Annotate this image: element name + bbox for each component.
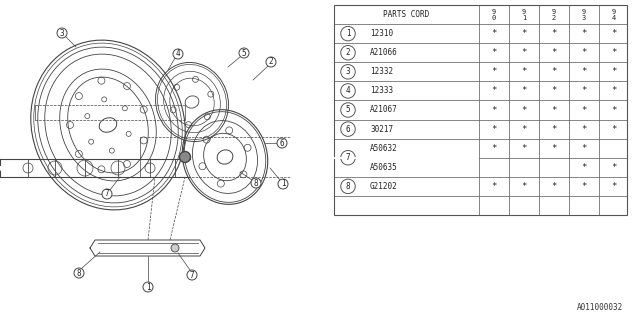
Text: A011000032: A011000032 [577, 303, 623, 312]
Text: *: * [492, 67, 497, 76]
Circle shape [74, 268, 84, 278]
Text: 7: 7 [105, 189, 109, 198]
Circle shape [340, 103, 355, 117]
Text: *: * [551, 124, 557, 133]
Circle shape [266, 57, 276, 67]
Text: *: * [492, 106, 497, 115]
Text: 9
2: 9 2 [552, 9, 556, 20]
Text: *: * [522, 124, 527, 133]
Text: *: * [522, 144, 527, 153]
Text: *: * [522, 29, 527, 38]
Text: *: * [522, 182, 527, 191]
Text: PARTS CORD: PARTS CORD [383, 10, 429, 19]
Polygon shape [90, 240, 205, 256]
Text: *: * [492, 29, 497, 38]
Circle shape [187, 270, 197, 280]
Text: *: * [522, 67, 527, 76]
Text: *: * [492, 48, 497, 57]
Text: 8: 8 [77, 268, 81, 277]
Circle shape [340, 150, 355, 165]
Text: *: * [611, 67, 617, 76]
Text: *: * [611, 163, 617, 172]
Text: *: * [581, 163, 587, 172]
Circle shape [277, 138, 287, 148]
Circle shape [340, 84, 355, 98]
Text: *: * [522, 86, 527, 95]
Text: *: * [551, 67, 557, 76]
Circle shape [179, 151, 191, 163]
Text: *: * [522, 48, 527, 57]
Circle shape [340, 65, 355, 79]
Text: *: * [492, 124, 497, 133]
Circle shape [340, 179, 355, 194]
Text: *: * [492, 182, 497, 191]
Text: 9
3: 9 3 [582, 9, 586, 20]
Text: 2: 2 [346, 48, 350, 57]
Text: *: * [611, 48, 617, 57]
Circle shape [239, 48, 249, 58]
Circle shape [340, 26, 355, 41]
Text: 8: 8 [346, 182, 350, 191]
Bar [334, 5, 627, 215]
Text: *: * [551, 86, 557, 95]
Text: 12310: 12310 [370, 29, 393, 38]
Text: *: * [581, 124, 587, 133]
Text: A50632: A50632 [370, 144, 398, 153]
Text: *: * [551, 48, 557, 57]
Text: 4: 4 [346, 86, 350, 95]
Text: 9
4: 9 4 [612, 9, 616, 20]
Text: 1: 1 [346, 29, 350, 38]
Text: *: * [551, 106, 557, 115]
Text: 3: 3 [346, 67, 350, 76]
Text: 8: 8 [253, 179, 259, 188]
Circle shape [340, 122, 355, 136]
Text: *: * [492, 86, 497, 95]
Text: *: * [581, 48, 587, 57]
Text: 7: 7 [189, 270, 195, 279]
Text: *: * [581, 67, 587, 76]
Circle shape [171, 244, 179, 252]
Text: 9
1: 9 1 [522, 9, 526, 20]
Text: *: * [581, 29, 587, 38]
Text: 9
0: 9 0 [492, 9, 496, 20]
Text: 30217: 30217 [370, 124, 393, 133]
Circle shape [340, 45, 355, 60]
Text: 5: 5 [346, 106, 350, 115]
Text: 1: 1 [146, 283, 150, 292]
Text: 4: 4 [176, 50, 180, 59]
Text: A21067: A21067 [370, 106, 398, 115]
Circle shape [57, 28, 67, 38]
Text: *: * [581, 86, 587, 95]
Circle shape [251, 178, 261, 188]
Text: G21202: G21202 [370, 182, 398, 191]
Text: 7: 7 [346, 153, 350, 162]
Text: A50635: A50635 [370, 163, 398, 172]
Text: *: * [581, 106, 587, 115]
Text: *: * [551, 182, 557, 191]
Text: 1: 1 [281, 180, 285, 188]
Text: *: * [611, 124, 617, 133]
Text: *: * [581, 144, 587, 153]
Text: 5: 5 [242, 49, 246, 58]
Text: *: * [492, 144, 497, 153]
Text: *: * [551, 29, 557, 38]
Text: 6: 6 [280, 139, 284, 148]
Text: *: * [581, 182, 587, 191]
Text: 12333: 12333 [370, 86, 393, 95]
Text: 12332: 12332 [370, 67, 393, 76]
Text: *: * [611, 86, 617, 95]
Text: 2: 2 [269, 58, 273, 67]
Text: *: * [522, 106, 527, 115]
Text: *: * [611, 29, 617, 38]
Text: *: * [611, 182, 617, 191]
Text: *: * [611, 106, 617, 115]
Text: A21066: A21066 [370, 48, 398, 57]
Circle shape [278, 179, 288, 189]
Circle shape [102, 189, 112, 199]
Text: *: * [551, 144, 557, 153]
Circle shape [173, 49, 183, 59]
Text: 3: 3 [60, 28, 64, 37]
Text: 6: 6 [346, 124, 350, 133]
Circle shape [143, 282, 153, 292]
